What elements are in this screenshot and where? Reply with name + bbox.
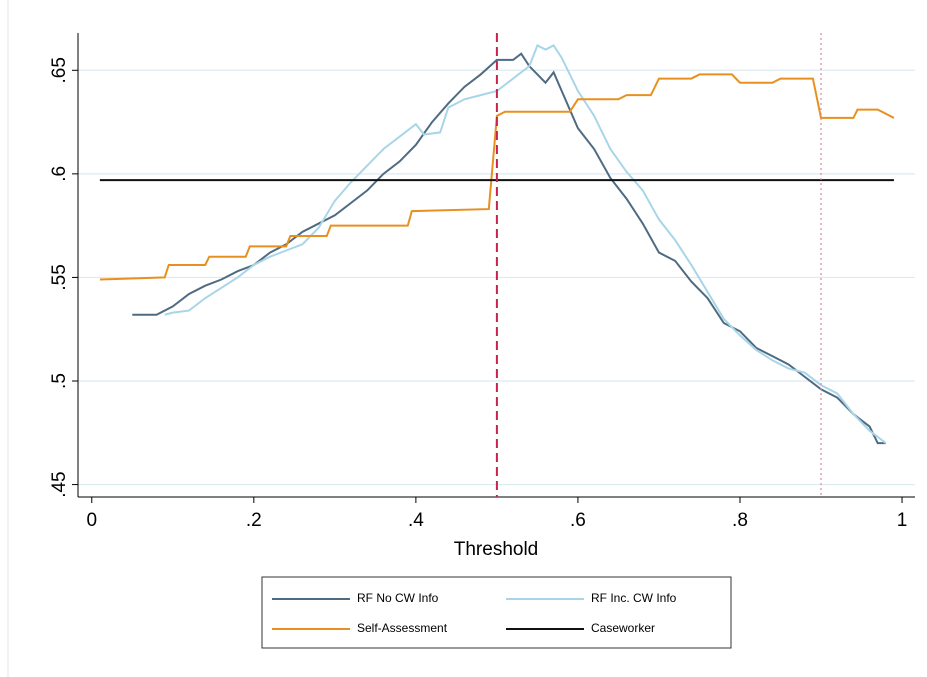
y-tick-label: .45 (49, 471, 70, 497)
x-tick-label: 0 (86, 510, 97, 531)
x-axis-label: Threshold (454, 539, 539, 560)
legend-label: Self-Assessment (357, 621, 448, 635)
x-tick-label: .2 (246, 510, 262, 531)
series-line (164, 44, 887, 444)
legend-label: Caseworker (591, 621, 655, 635)
series-line (99, 73, 895, 281)
y-tick-label: .55 (49, 264, 70, 290)
x-tick-label: .8 (732, 510, 748, 531)
x-tick-label: .4 (408, 510, 424, 531)
y-tick-label: .6 (49, 166, 70, 182)
series-line (132, 52, 886, 445)
x-tick-label: .6 (570, 510, 586, 531)
x-tick-label: 1 (897, 510, 908, 531)
legend-label: RF Inc. CW Info (591, 591, 677, 605)
y-tick-label: .5 (49, 373, 70, 389)
legend-label: RF No CW Info (357, 591, 439, 605)
legend (261, 576, 732, 649)
y-tick-label: .65 (49, 57, 70, 83)
